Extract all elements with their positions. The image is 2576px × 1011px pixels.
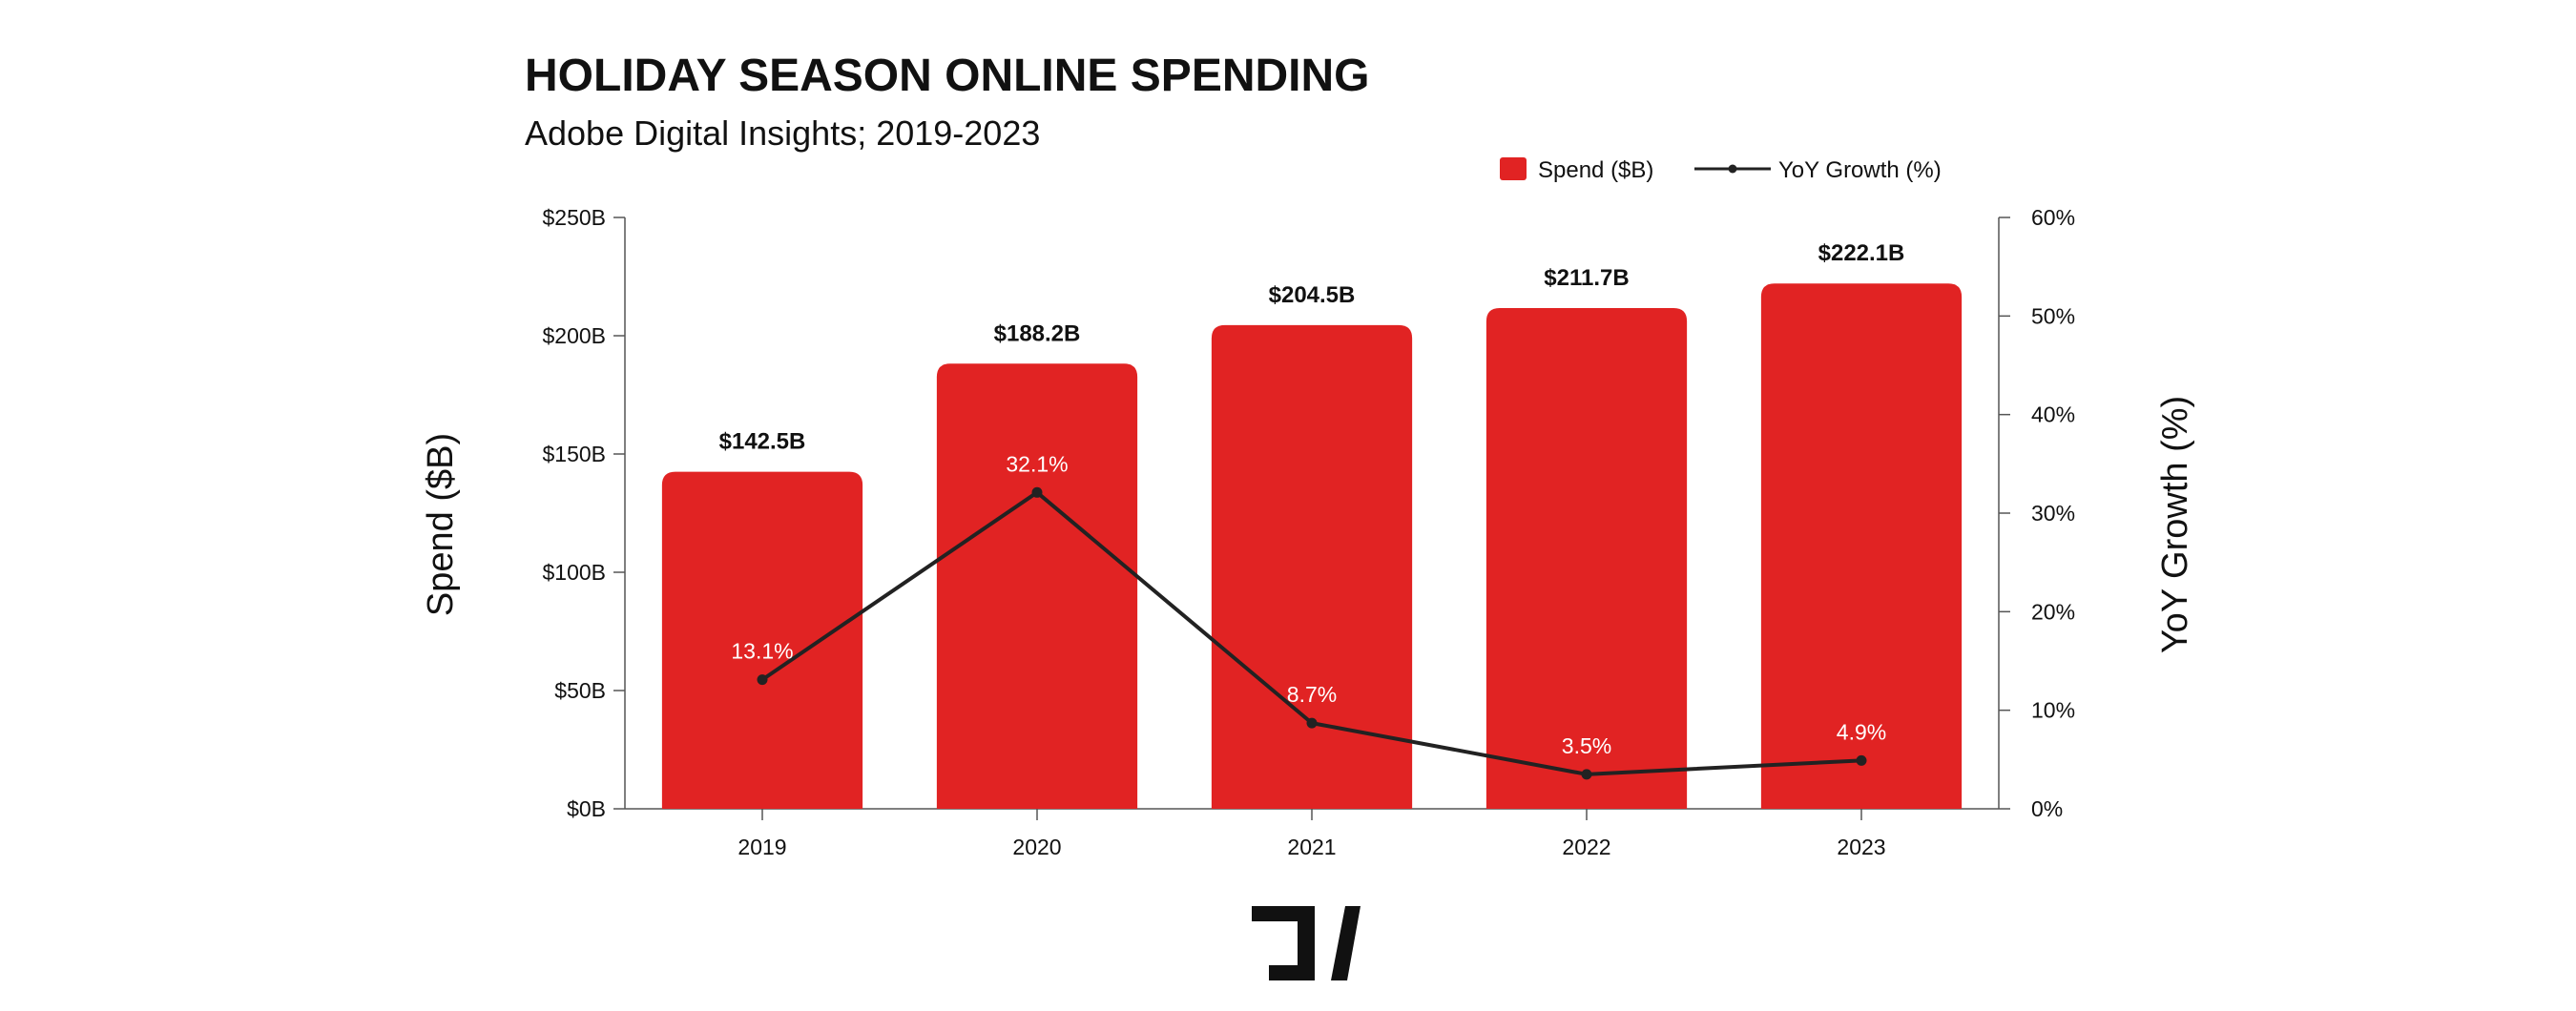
growth-value-label: 4.9% — [1837, 719, 1886, 744]
y2-tick-label: 20% — [2031, 599, 2075, 624]
growth-value-label: 32.1% — [1006, 451, 1068, 476]
legend-spend-label: Spend ($B) — [1538, 157, 1653, 183]
bar-value-label: $204.5B — [1269, 282, 1356, 308]
legend-spend-swatch — [1500, 157, 1527, 180]
brand-logo-icon — [1252, 906, 1361, 980]
x-tick-label: 2021 — [1287, 835, 1336, 859]
chart-title: HOLIDAY SEASON ONLINE SPENDING — [525, 51, 1370, 101]
y2-tick-label: 0% — [2031, 796, 2063, 821]
growth-point — [1581, 769, 1592, 780]
y-tick-label: $50B — [554, 678, 606, 703]
y-axis-label: Spend ($B) — [421, 433, 461, 616]
x-tick-label: 2019 — [737, 835, 786, 859]
legend-growth-marker — [1728, 164, 1737, 174]
y2-tick-label: 40% — [2031, 402, 2075, 427]
bar — [1211, 324, 1413, 809]
bar-value-label: $188.2B — [994, 320, 1081, 346]
y-tick-label: $200B — [542, 323, 606, 348]
growth-value-label: 13.1% — [731, 639, 793, 664]
growth-value-label: 8.7% — [1287, 682, 1337, 707]
x-tick-label: 2023 — [1837, 835, 1885, 859]
bar — [661, 471, 863, 809]
y-tick-label: $250B — [542, 205, 606, 230]
y-tick-label: $100B — [542, 560, 606, 585]
y2-tick-label: 60% — [2031, 205, 2075, 230]
growth-point — [1306, 717, 1318, 729]
plot-area: $0B $50B $100B $150B $200B $250B 0% 10% 20% 30% 40… — [542, 205, 2075, 859]
bar-value-label: $211.7B — [1544, 265, 1629, 291]
y2-axis-label: YoY Growth (%) — [2155, 396, 2195, 653]
legend: Spend ($B) YoY Growth (%) — [1500, 157, 1942, 183]
x-tick-label: 2022 — [1562, 835, 1610, 859]
y-tick-label: $0B — [567, 796, 606, 821]
legend-growth-label: YoY Growth (%) — [1778, 157, 1942, 183]
growth-value-label: 3.5% — [1562, 733, 1611, 758]
bar-value-label: $222.1B — [1818, 240, 1905, 266]
x-tick-label: 2020 — [1012, 835, 1061, 859]
bar-value-label: $142.5B — [719, 429, 806, 455]
chart-subtitle: Adobe Digital Insights; 2019-2023 — [525, 113, 1040, 153]
growth-point — [1031, 486, 1043, 498]
bar — [1485, 307, 1688, 809]
y-tick-label: $150B — [542, 442, 606, 466]
y2-tick-label: 30% — [2031, 501, 2075, 526]
growth-point — [1856, 754, 1867, 766]
growth-point — [757, 674, 768, 686]
bar — [1760, 283, 1963, 809]
y2-tick-label: 10% — [2031, 698, 2075, 723]
bar — [936, 363, 1138, 809]
y2-tick-label: 50% — [2031, 303, 2075, 328]
